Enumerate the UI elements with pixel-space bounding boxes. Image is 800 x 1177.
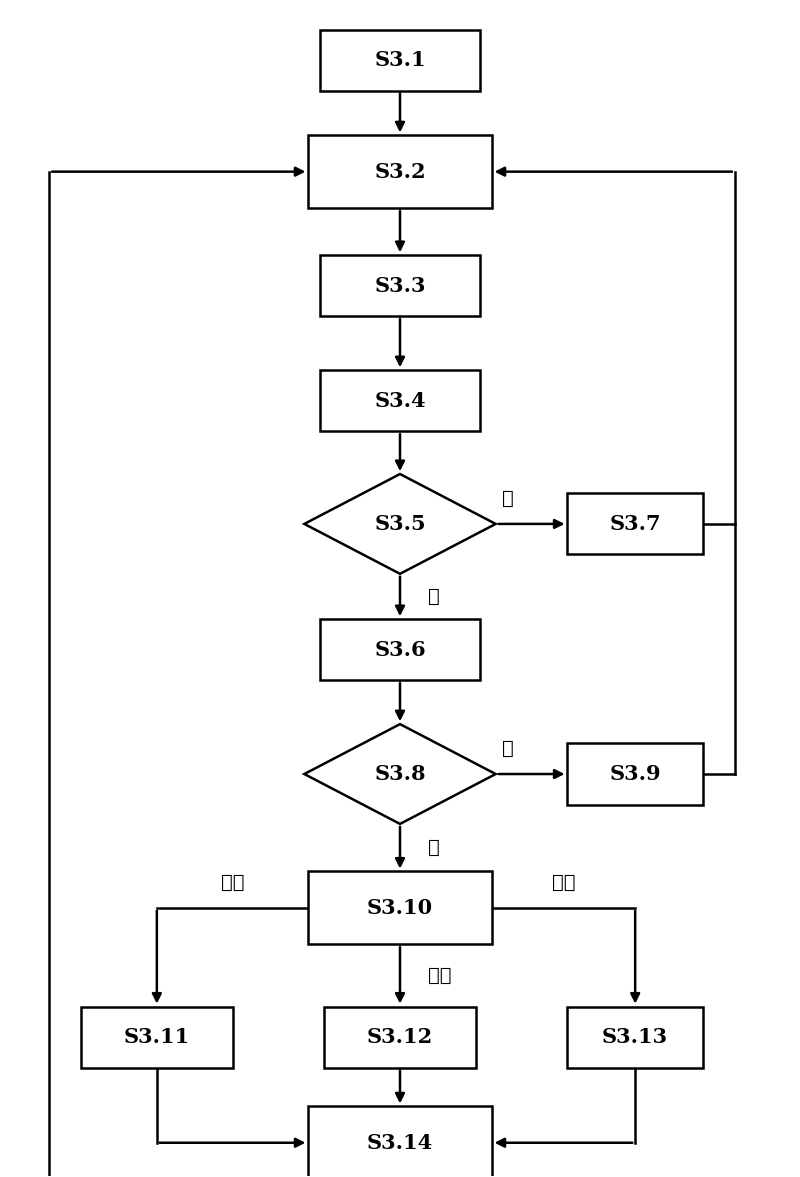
Text: S3.11: S3.11 [124, 1028, 190, 1048]
Text: S3.8: S3.8 [374, 764, 426, 784]
Polygon shape [304, 474, 496, 574]
Text: S3.12: S3.12 [367, 1028, 433, 1048]
Text: S3.7: S3.7 [610, 514, 661, 534]
Text: S3.6: S3.6 [374, 639, 426, 659]
FancyBboxPatch shape [308, 871, 492, 944]
FancyBboxPatch shape [320, 619, 480, 680]
FancyBboxPatch shape [320, 255, 480, 317]
FancyBboxPatch shape [567, 493, 703, 554]
Text: S3.2: S3.2 [374, 161, 426, 181]
FancyBboxPatch shape [324, 1006, 476, 1068]
FancyBboxPatch shape [81, 1006, 233, 1068]
Polygon shape [304, 724, 496, 824]
Text: S3.5: S3.5 [374, 514, 426, 534]
Text: S3.14: S3.14 [367, 1132, 433, 1152]
Text: S3.10: S3.10 [367, 898, 433, 918]
Text: 否: 否 [502, 739, 514, 758]
Text: S3.4: S3.4 [374, 391, 426, 411]
FancyBboxPatch shape [308, 1106, 492, 1177]
Text: S3.1: S3.1 [374, 51, 426, 71]
Text: 删除: 删除 [552, 872, 575, 891]
FancyBboxPatch shape [320, 370, 480, 431]
Text: S3.13: S3.13 [602, 1028, 668, 1048]
Text: 否: 否 [502, 488, 514, 507]
Text: S3.3: S3.3 [374, 275, 426, 295]
FancyBboxPatch shape [567, 744, 703, 805]
Text: 是: 是 [428, 838, 440, 857]
FancyBboxPatch shape [308, 135, 492, 208]
FancyBboxPatch shape [567, 1006, 703, 1068]
Text: 修改: 修改 [428, 966, 451, 985]
FancyBboxPatch shape [320, 29, 480, 91]
Text: S3.9: S3.9 [610, 764, 661, 784]
Text: 增加: 增加 [221, 872, 244, 891]
Text: 是: 是 [428, 587, 440, 606]
